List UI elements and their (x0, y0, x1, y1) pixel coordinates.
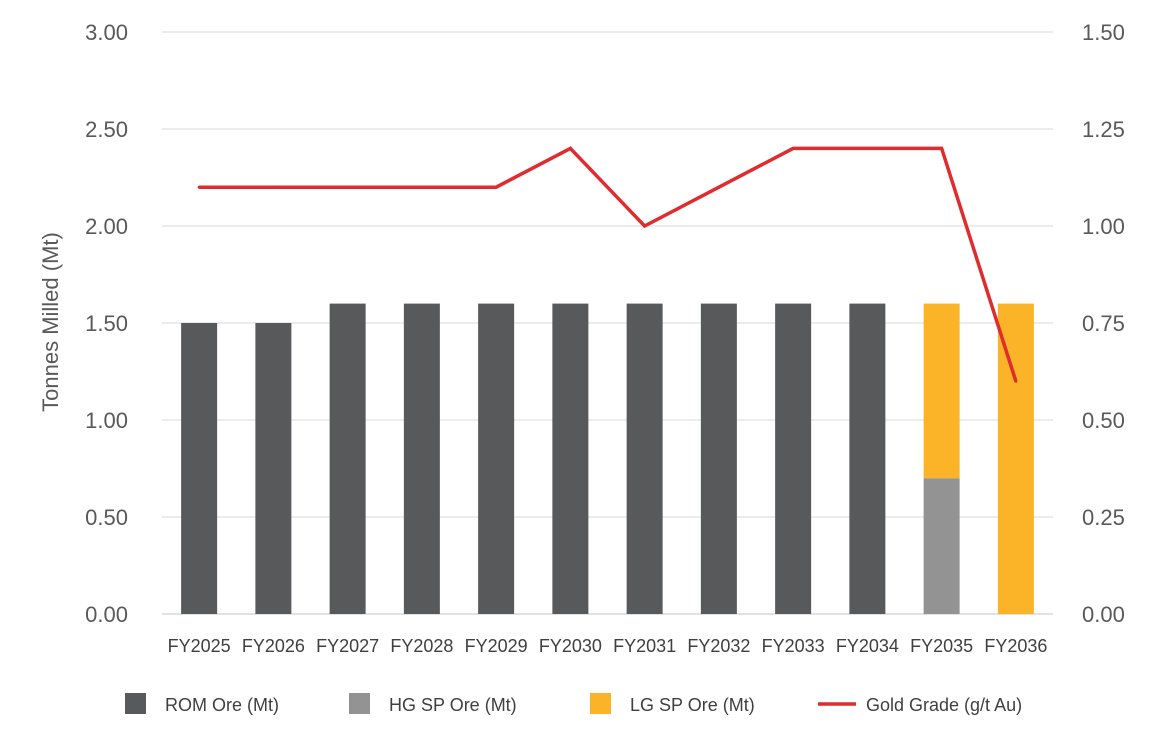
x-tick-label: FY2035 (910, 636, 973, 656)
bar-rom-ore-fy2025 (181, 323, 218, 614)
bar-rom-ore-fy2026 (255, 323, 292, 614)
right-axis-ticks: 0.00 0.25 0.50 0.75 1.00 1.25 1.50 (1082, 20, 1125, 627)
bar-rom-ore-fy2031 (626, 303, 663, 614)
line-series (197, 146, 1018, 383)
gold-grade-point (1014, 379, 1018, 383)
right-tick-label: 0.25 (1082, 505, 1125, 530)
x-tick-label: FY2028 (390, 636, 453, 656)
gold-grade-point (643, 224, 647, 228)
left-tick-label: 0.00 (85, 602, 128, 627)
x-axis-ticks: FY2025 FY2026 FY2027 FY2028 FY2029 FY2030 FY20… (168, 636, 1048, 656)
right-tick-label: 1.00 (1082, 214, 1125, 239)
right-tick-label: 1.25 (1082, 117, 1125, 142)
gold-grade-point (420, 185, 424, 189)
gold-grade-point (197, 185, 201, 189)
legend-swatch (125, 693, 146, 714)
x-tick-label: FY2029 (465, 636, 528, 656)
bar-hg-sp-fy2035 (923, 478, 960, 614)
gold-grade-point (717, 185, 721, 189)
legend-swatch (349, 693, 370, 714)
left-tick-label: 2.50 (85, 117, 128, 142)
bar-rom-ore-fy2029 (478, 303, 515, 614)
gold-grade-point (346, 185, 350, 189)
x-tick-label: FY2034 (836, 636, 899, 656)
bar-rom-ore-fy2027 (329, 303, 366, 614)
bar-rom-ore-fy2028 (403, 303, 440, 614)
x-tick-label: FY2030 (539, 636, 602, 656)
bar-series (181, 303, 1034, 614)
legend-label: HG SP Ore (Mt) (389, 695, 517, 715)
x-tick-label: FY2026 (242, 636, 305, 656)
legend: ROM Ore (Mt) HG SP Ore (Mt) LG SP Ore (Mt)… (125, 693, 1022, 715)
bar-rom-ore-fy2032 (700, 303, 737, 614)
gold-grade-point (568, 146, 572, 150)
bar-rom-ore-fy2030 (552, 303, 589, 614)
left-tick-label: 1.50 (85, 311, 128, 336)
y-axis-title: Tonnes Milled (Mt) (38, 232, 63, 412)
right-tick-label: 0.00 (1082, 602, 1125, 627)
x-tick-label: FY2033 (762, 636, 825, 656)
bar-rom-ore-fy2034 (849, 303, 886, 614)
gold-grade-point (791, 146, 795, 150)
legend-label: ROM Ore (Mt) (165, 695, 279, 715)
right-tick-label: 1.50 (1082, 20, 1125, 45)
legend-label: Gold Grade (g/t Au) (866, 695, 1022, 715)
left-tick-label: 2.00 (85, 214, 128, 239)
right-tick-label: 0.50 (1082, 408, 1125, 433)
left-tick-label: 3.00 (85, 20, 128, 45)
x-tick-label: FY2027 (316, 636, 379, 656)
x-tick-label: FY2031 (613, 636, 676, 656)
left-axis-ticks: 0.00 0.50 1.00 1.50 2.00 2.50 3.00 (85, 20, 128, 627)
gold-grade-point (271, 185, 275, 189)
gold-grade-line (199, 146, 1018, 382)
left-tick-label: 1.00 (85, 408, 128, 433)
x-tick-label: FY2025 (168, 636, 231, 656)
left-tick-label: 0.50 (85, 505, 128, 530)
right-tick-label: 0.75 (1082, 311, 1125, 336)
bar-rom-ore-fy2033 (775, 303, 812, 614)
gold-grade-point (494, 185, 498, 189)
x-tick-label: FY2036 (984, 636, 1047, 656)
gridlines (162, 31, 1053, 615)
legend-label: LG SP Ore (Mt) (630, 695, 755, 715)
gold-grade-point (865, 146, 869, 150)
bar-lg-sp-fy2036 (997, 303, 1034, 614)
legend-swatch (590, 693, 611, 714)
x-tick-label: FY2032 (687, 636, 750, 656)
gold-grade-point (940, 146, 944, 150)
bar-lg-sp-fy2035 (923, 303, 960, 479)
